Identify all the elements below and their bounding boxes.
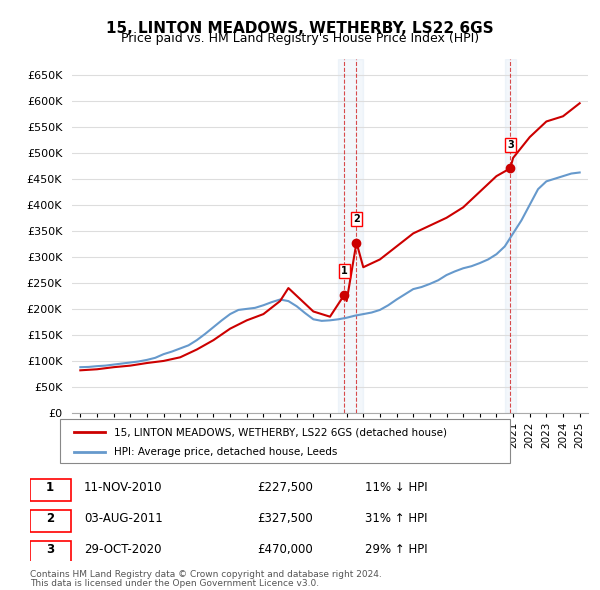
Bar [338, 59, 363, 413]
Text: Price paid vs. HM Land Registry's House Price Index (HPI): Price paid vs. HM Land Registry's House … [121, 32, 479, 45]
Bar [505, 59, 517, 413]
FancyBboxPatch shape [30, 479, 71, 501]
Text: 3: 3 [46, 543, 54, 556]
Text: 29-OCT-2020: 29-OCT-2020 [84, 543, 161, 556]
Text: 11% ↓ HPI: 11% ↓ HPI [365, 481, 427, 494]
Text: 2: 2 [46, 512, 54, 525]
FancyBboxPatch shape [30, 541, 71, 563]
Text: 1: 1 [341, 266, 348, 276]
Text: Contains HM Land Registry data © Crown copyright and database right 2024.: Contains HM Land Registry data © Crown c… [30, 570, 382, 579]
Text: £470,000: £470,000 [257, 543, 313, 556]
Text: HPI: Average price, detached house, Leeds: HPI: Average price, detached house, Leed… [114, 447, 337, 457]
FancyBboxPatch shape [60, 419, 510, 463]
Text: 29% ↑ HPI: 29% ↑ HPI [365, 543, 427, 556]
Text: 11-NOV-2010: 11-NOV-2010 [84, 481, 163, 494]
Text: £327,500: £327,500 [257, 512, 313, 525]
Text: 3: 3 [507, 140, 514, 150]
Text: This data is licensed under the Open Government Licence v3.0.: This data is licensed under the Open Gov… [30, 579, 319, 588]
FancyBboxPatch shape [30, 510, 71, 532]
Text: £227,500: £227,500 [257, 481, 313, 494]
Text: 1: 1 [46, 481, 54, 494]
Text: 03-AUG-2011: 03-AUG-2011 [84, 512, 163, 525]
Text: 2: 2 [353, 214, 360, 224]
Text: 15, LINTON MEADOWS, WETHERBY, LS22 6GS: 15, LINTON MEADOWS, WETHERBY, LS22 6GS [106, 21, 494, 35]
Text: 15, LINTON MEADOWS, WETHERBY, LS22 6GS (detached house): 15, LINTON MEADOWS, WETHERBY, LS22 6GS (… [114, 427, 447, 437]
Text: 31% ↑ HPI: 31% ↑ HPI [365, 512, 427, 525]
